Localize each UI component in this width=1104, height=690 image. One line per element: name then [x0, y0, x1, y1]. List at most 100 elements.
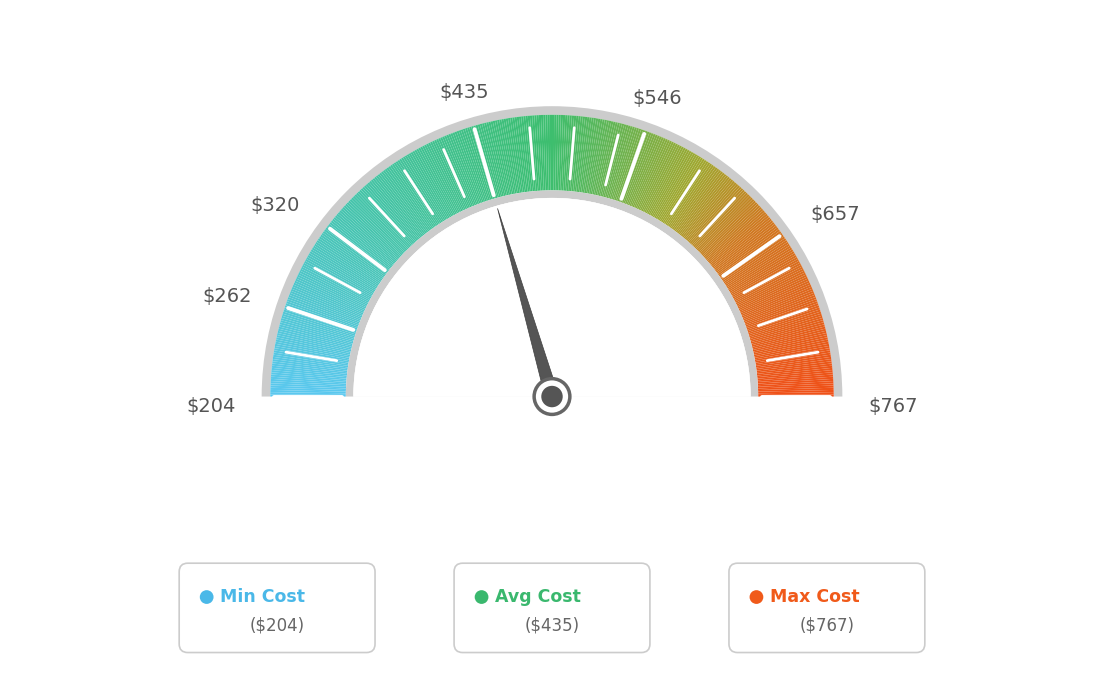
- Wedge shape: [432, 141, 466, 210]
- Wedge shape: [620, 130, 647, 203]
- Wedge shape: [745, 299, 817, 326]
- Wedge shape: [519, 117, 530, 192]
- Wedge shape: [678, 174, 726, 235]
- Wedge shape: [736, 270, 805, 306]
- Wedge shape: [284, 310, 355, 335]
- Wedge shape: [326, 228, 388, 274]
- Wedge shape: [501, 119, 517, 194]
- Wedge shape: [718, 229, 779, 275]
- Wedge shape: [274, 348, 349, 363]
- Wedge shape: [272, 370, 347, 379]
- Wedge shape: [655, 152, 693, 218]
- Wedge shape: [757, 375, 834, 382]
- Wedge shape: [697, 196, 751, 250]
- Wedge shape: [658, 155, 699, 221]
- Wedge shape: [480, 124, 501, 197]
- Wedge shape: [283, 312, 355, 336]
- Polygon shape: [498, 208, 553, 382]
- Wedge shape: [526, 116, 534, 191]
- Wedge shape: [753, 335, 828, 353]
- Wedge shape: [446, 135, 476, 206]
- Wedge shape: [273, 362, 348, 373]
- Wedge shape: [275, 342, 350, 358]
- Wedge shape: [757, 377, 834, 384]
- Wedge shape: [640, 141, 673, 210]
- Wedge shape: [319, 237, 382, 281]
- Wedge shape: [299, 270, 368, 306]
- Text: $546: $546: [631, 89, 681, 108]
- Wedge shape: [583, 118, 596, 193]
- Wedge shape: [463, 128, 488, 201]
- Wedge shape: [757, 366, 832, 375]
- Wedge shape: [756, 362, 831, 373]
- Wedge shape: [422, 146, 458, 214]
- Wedge shape: [390, 165, 435, 228]
- Wedge shape: [758, 388, 834, 392]
- Wedge shape: [280, 318, 354, 341]
- Wedge shape: [495, 120, 512, 195]
- Wedge shape: [288, 297, 359, 325]
- Wedge shape: [278, 328, 352, 348]
- Wedge shape: [713, 220, 773, 269]
- Wedge shape: [328, 224, 389, 271]
- Wedge shape: [700, 201, 756, 254]
- Wedge shape: [643, 144, 678, 212]
- Wedge shape: [592, 120, 609, 195]
- Wedge shape: [577, 117, 590, 193]
- Wedge shape: [756, 359, 831, 371]
- Wedge shape: [580, 117, 592, 193]
- Wedge shape: [755, 348, 830, 363]
- Wedge shape: [307, 255, 374, 295]
- Wedge shape: [312, 246, 378, 288]
- Wedge shape: [726, 246, 792, 288]
- Wedge shape: [726, 248, 793, 289]
- Wedge shape: [282, 314, 355, 337]
- Wedge shape: [341, 208, 399, 260]
- Wedge shape: [693, 191, 746, 248]
- Wedge shape: [289, 293, 360, 322]
- Wedge shape: [703, 206, 761, 258]
- Wedge shape: [573, 116, 583, 192]
- Wedge shape: [279, 322, 353, 344]
- Wedge shape: [694, 193, 749, 248]
- Wedge shape: [598, 122, 618, 196]
- Wedge shape: [368, 182, 418, 241]
- Wedge shape: [638, 141, 672, 210]
- Wedge shape: [440, 137, 471, 207]
- Wedge shape: [270, 375, 347, 382]
- Wedge shape: [444, 135, 475, 206]
- Wedge shape: [691, 188, 743, 245]
- Wedge shape: [741, 283, 810, 315]
- Wedge shape: [506, 118, 520, 193]
- Wedge shape: [624, 132, 651, 204]
- Wedge shape: [347, 202, 403, 255]
- Wedge shape: [753, 333, 827, 352]
- Wedge shape: [294, 283, 363, 315]
- Wedge shape: [590, 119, 605, 194]
- Wedge shape: [374, 177, 423, 237]
- Wedge shape: [503, 119, 518, 193]
- Wedge shape: [329, 222, 390, 270]
- Wedge shape: [668, 164, 712, 227]
- Wedge shape: [279, 324, 352, 345]
- Wedge shape: [270, 390, 346, 393]
- Wedge shape: [581, 117, 594, 193]
- Wedge shape: [751, 322, 825, 344]
- Wedge shape: [353, 196, 407, 250]
- Wedge shape: [749, 312, 821, 336]
- Wedge shape: [584, 118, 598, 193]
- Wedge shape: [342, 207, 400, 259]
- Wedge shape: [683, 179, 733, 239]
- Wedge shape: [290, 288, 361, 319]
- Circle shape: [750, 590, 763, 604]
- Wedge shape: [613, 127, 637, 200]
- Wedge shape: [320, 235, 383, 279]
- Wedge shape: [343, 206, 401, 258]
- Text: $320: $320: [251, 197, 300, 215]
- Wedge shape: [747, 307, 820, 333]
- Wedge shape: [532, 115, 539, 191]
- Wedge shape: [757, 379, 834, 385]
- Wedge shape: [735, 268, 804, 304]
- Wedge shape: [637, 140, 670, 209]
- Wedge shape: [262, 106, 842, 397]
